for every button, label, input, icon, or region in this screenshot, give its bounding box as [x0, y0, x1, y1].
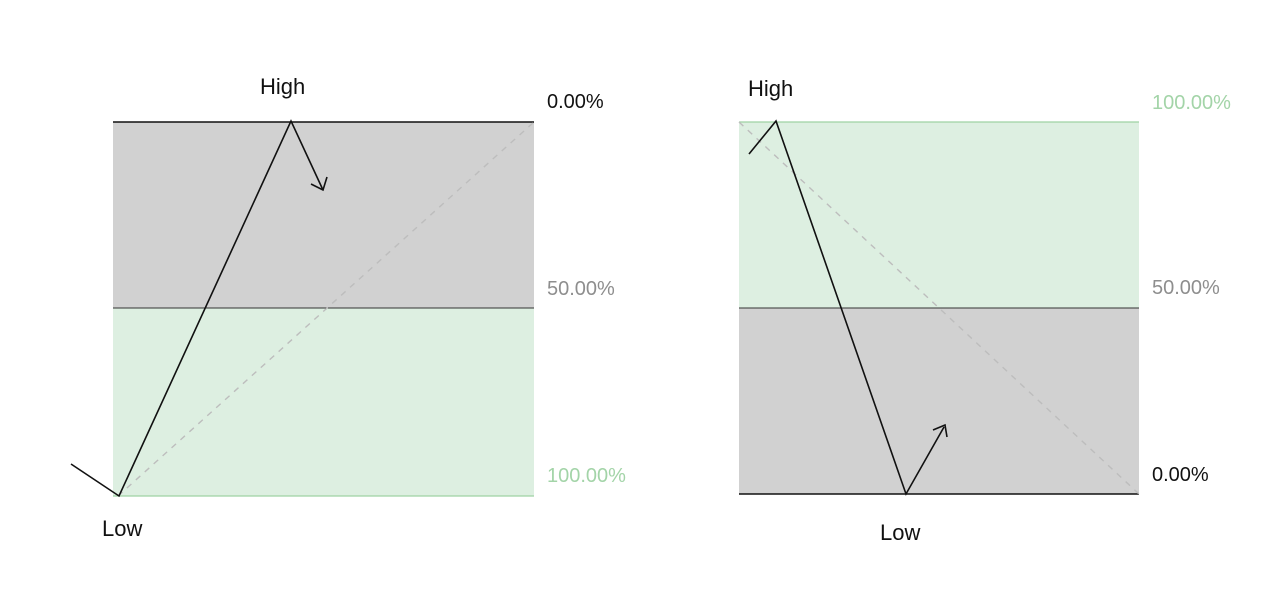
right-level-top-label: 100.00%: [1152, 92, 1231, 114]
left-diagonal-dashed-line: [117, 121, 535, 497]
left-level-mid-label: 50.00%: [547, 278, 615, 300]
left-level-bottom-label: 100.00%: [547, 465, 626, 487]
left-premium-zone: [113, 122, 534, 308]
right-arrowhead: [932, 423, 948, 438]
right-premium-zone: [739, 308, 1139, 494]
left-price-path: [70, 119, 324, 498]
left-low-label: Low: [102, 516, 143, 541]
left-discount-zone: [113, 308, 534, 496]
right-fib-diagram: [738, 119, 1140, 496]
right-low-label: Low: [880, 520, 921, 545]
left-high-label: High: [260, 74, 306, 99]
left-fib-diagram: [70, 119, 535, 498]
right-price-path: [748, 119, 945, 496]
right-level-bottom-label: 0.00%: [1152, 464, 1209, 486]
left-level-top-label: 0.00%: [547, 91, 604, 113]
left-arrowhead: [310, 176, 328, 192]
right-high-label: High: [748, 76, 794, 101]
right-discount-zone: [739, 122, 1139, 308]
right-level-mid-label: 50.00%: [1152, 277, 1220, 299]
